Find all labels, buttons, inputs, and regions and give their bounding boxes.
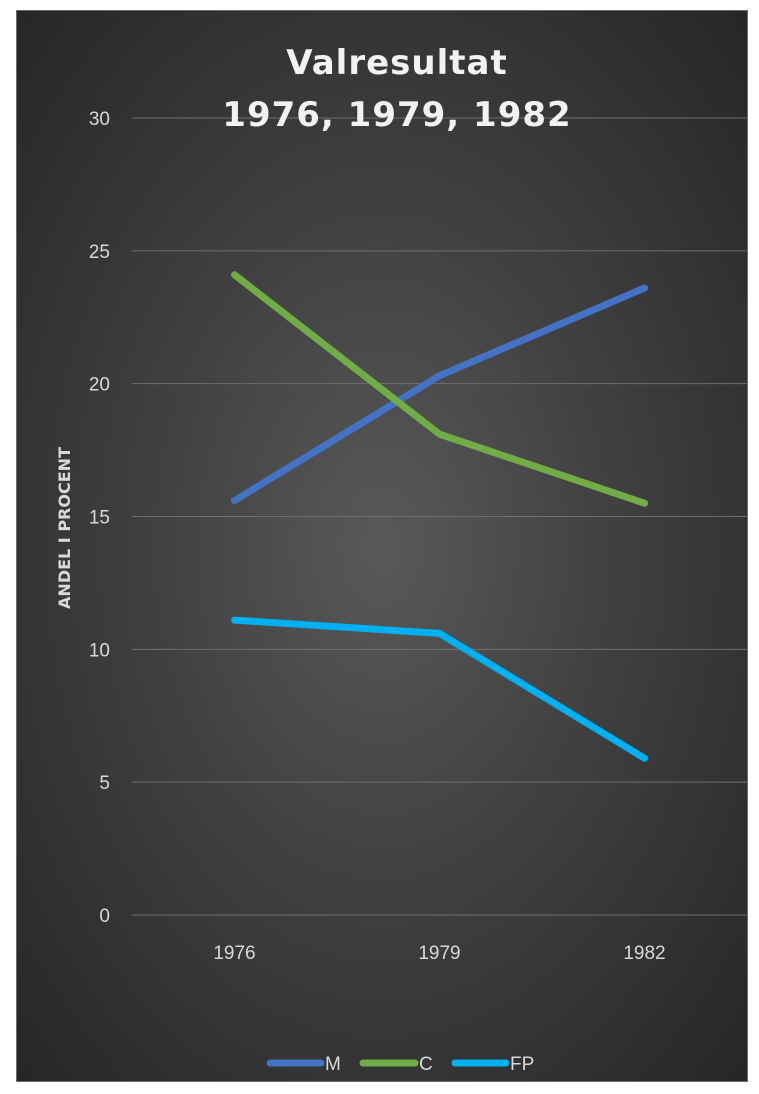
chart-title-line-2: 1976, 1979, 1982 [222, 95, 571, 135]
line-chart: 0 5 10 15 20 25 30 1976 1979 1982 Valresultat 19… [55, 43, 747, 1075]
gridlines [132, 117, 747, 916]
y-tick-label: 0 [99, 906, 110, 927]
x-tick-label: 1979 [418, 943, 460, 964]
y-axis-tick-labels: 0 5 10 15 20 25 30 [89, 109, 110, 927]
legend-item-fp: FP [451, 1054, 534, 1075]
y-tick-label: 25 [89, 242, 110, 263]
legend-label: C [419, 1054, 433, 1075]
x-tick-label: 1976 [213, 943, 255, 964]
chart-area: 0 5 10 15 20 25 30 1976 1979 1982 Valresultat 19… [16, 10, 748, 1082]
x-axis-tick-labels: 1976 1979 1982 [213, 943, 665, 964]
series-lines [231, 271, 648, 762]
legend-label: M [325, 1054, 341, 1075]
legend-item-c: C [359, 1054, 433, 1075]
series-line-fp [231, 616, 648, 762]
legend-item-m: M [266, 1054, 341, 1075]
y-tick-label: 15 [89, 508, 110, 529]
y-axis-title: ANDEL I PROCENT [55, 447, 74, 609]
y-tick-label: 10 [89, 640, 110, 661]
y-tick-label: 30 [89, 109, 110, 130]
y-tick-label: 20 [89, 375, 110, 396]
x-tick-label: 1982 [623, 943, 665, 964]
legend: M C FP [266, 1054, 534, 1075]
y-tick-label: 5 [99, 773, 110, 794]
series-line-c [231, 271, 648, 507]
legend-label: FP [510, 1054, 534, 1075]
chart-title-line-1: Valresultat [286, 43, 507, 83]
